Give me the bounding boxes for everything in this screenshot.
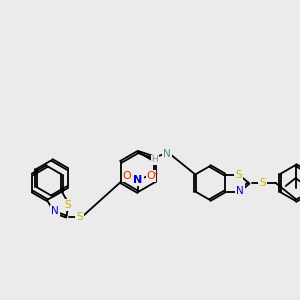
Text: O: O <box>123 171 131 181</box>
Text: N: N <box>163 149 171 159</box>
Text: S: S <box>76 212 83 221</box>
Text: N: N <box>51 206 59 216</box>
Text: S: S <box>260 178 266 188</box>
Text: H: H <box>152 155 158 164</box>
Text: S: S <box>236 170 242 181</box>
Text: -: - <box>154 167 158 181</box>
Text: O: O <box>147 171 155 181</box>
Text: N: N <box>134 175 142 185</box>
Text: N: N <box>236 185 244 196</box>
Text: S: S <box>64 200 71 210</box>
